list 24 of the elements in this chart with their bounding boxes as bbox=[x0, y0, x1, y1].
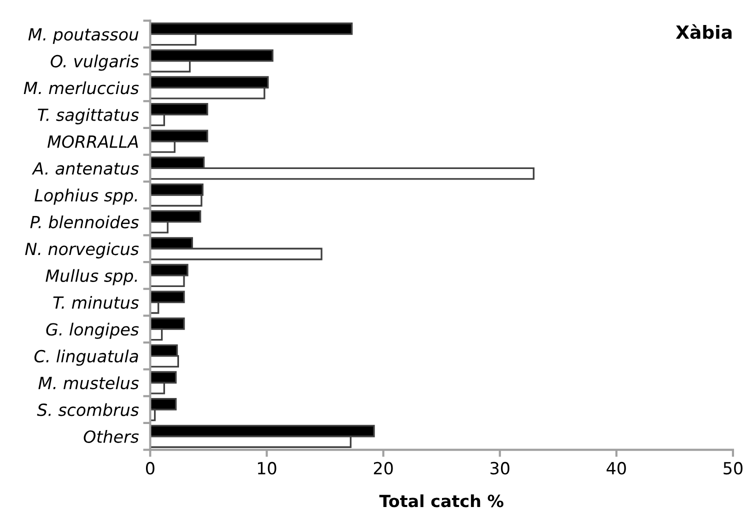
y-tick-label: M. poutassou bbox=[28, 28, 138, 44]
x-tick-label: 0 bbox=[146, 462, 154, 474]
y-tick-label: Others bbox=[84, 430, 139, 443]
x-tick-label: 50 bbox=[724, 462, 742, 474]
y-tick-label: O. vulgaris bbox=[50, 54, 139, 71]
y-tick-label: T. minutus bbox=[53, 296, 139, 309]
x-tick-label: 40 bbox=[606, 462, 626, 474]
y-tick-label: T. sagittatus bbox=[38, 108, 139, 124]
y-tick-label: M. mustelus bbox=[38, 376, 139, 390]
x-tick-label: 20 bbox=[374, 462, 393, 474]
y-tick-label: P. blennoides bbox=[30, 215, 139, 228]
y-tick-label: A. antenatus bbox=[32, 162, 139, 175]
y-tick-label: N. norvegicus bbox=[25, 242, 139, 258]
x-tick-label: 10 bbox=[258, 462, 276, 474]
y-tick-label: MORRALLA bbox=[48, 135, 138, 148]
y-tick-label: Lophius spp. bbox=[34, 188, 137, 205]
y-tick-label: Mullus spp. bbox=[46, 269, 137, 286]
y-tick-label: G. longipes bbox=[46, 322, 139, 339]
y-tick-label: M. merluccius bbox=[24, 81, 139, 94]
chart-title: Xàbia bbox=[676, 24, 732, 39]
x-tick-label: 30 bbox=[490, 462, 510, 474]
x-axis-title: Total catch % bbox=[379, 494, 504, 508]
y-tick-label: S. scombrus bbox=[37, 403, 139, 416]
y-tick-label: C. linguatula bbox=[34, 350, 138, 366]
